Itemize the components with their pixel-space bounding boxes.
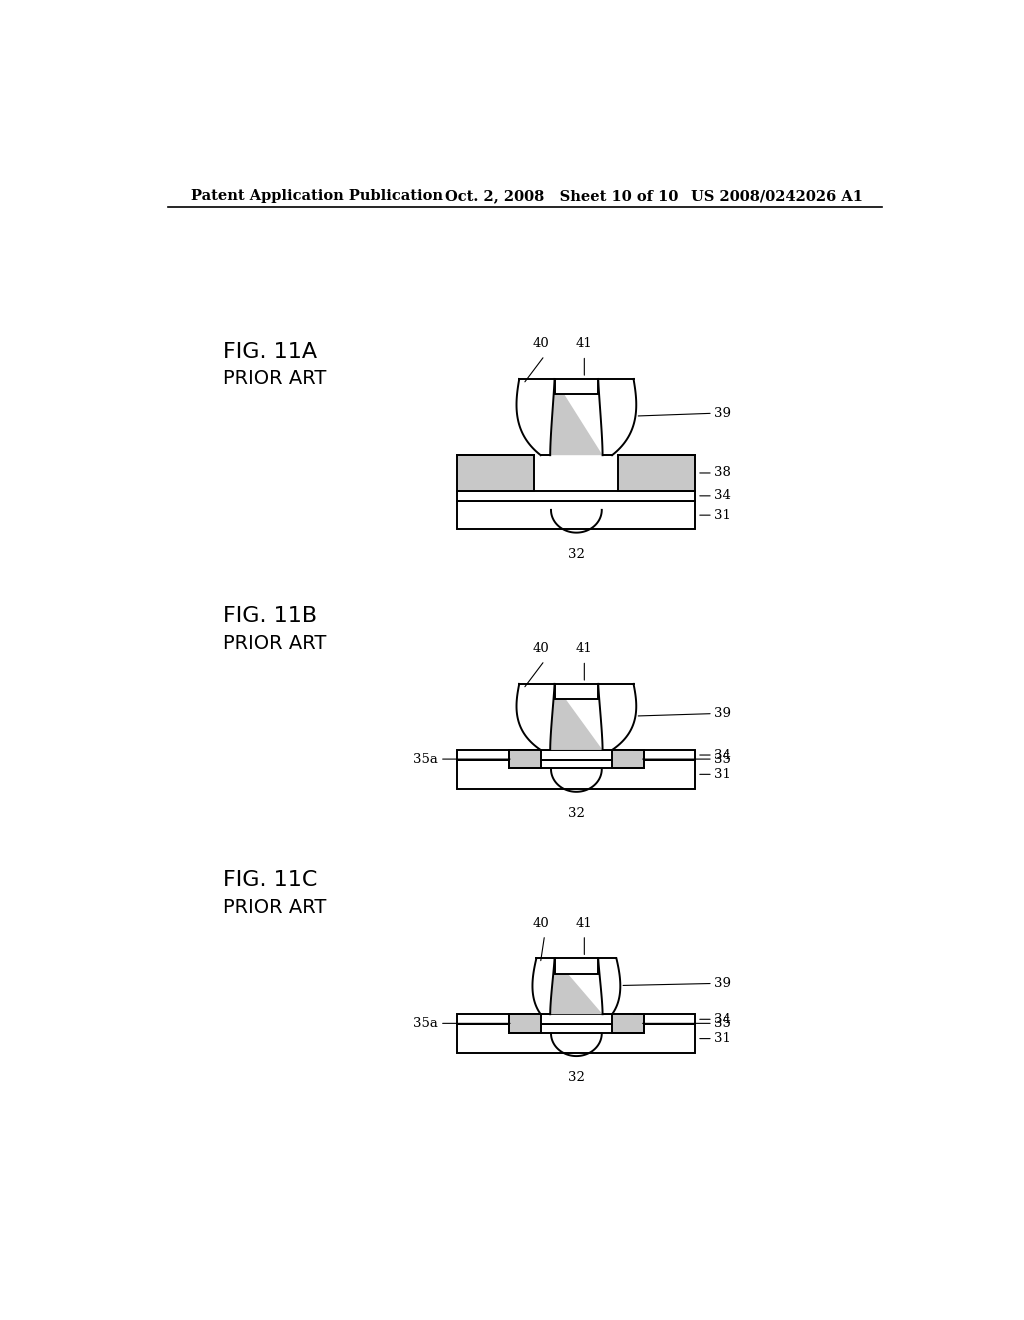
Text: 35a: 35a	[414, 1016, 438, 1030]
Polygon shape	[532, 958, 555, 1014]
Bar	[458, 1014, 695, 1024]
Bar	[458, 760, 695, 788]
Text: 32: 32	[568, 807, 585, 820]
Text: 35: 35	[715, 1016, 731, 1030]
Bar	[618, 455, 695, 491]
Text: PRIOR ART: PRIOR ART	[223, 898, 327, 917]
Bar	[555, 379, 598, 395]
Text: US 2008/0242026 A1: US 2008/0242026 A1	[691, 189, 863, 203]
Text: PRIOR ART: PRIOR ART	[223, 370, 327, 388]
Bar	[612, 750, 644, 768]
Bar	[509, 750, 541, 768]
Text: 31: 31	[715, 1032, 731, 1045]
Text: 34: 34	[715, 490, 731, 503]
Polygon shape	[598, 958, 621, 1014]
Text: 40: 40	[532, 338, 549, 351]
Bar	[612, 1014, 644, 1032]
Text: 39: 39	[715, 977, 731, 990]
Text: 31: 31	[715, 508, 731, 521]
Text: 41: 41	[575, 917, 593, 929]
Bar	[458, 491, 695, 500]
Text: 39: 39	[715, 708, 731, 721]
Text: 32: 32	[568, 548, 585, 561]
Text: 39: 39	[715, 407, 731, 420]
Text: 40: 40	[532, 917, 549, 929]
Text: FIG. 11C: FIG. 11C	[223, 870, 317, 890]
Polygon shape	[550, 958, 602, 1014]
Text: PRIOR ART: PRIOR ART	[223, 634, 327, 652]
Text: 35a: 35a	[414, 752, 438, 766]
Text: 31: 31	[715, 768, 731, 781]
Bar	[458, 500, 695, 529]
Text: 41: 41	[575, 338, 593, 351]
Bar	[555, 958, 598, 974]
Polygon shape	[598, 379, 636, 455]
Text: 34: 34	[715, 1012, 731, 1026]
Text: 35: 35	[715, 752, 731, 766]
Polygon shape	[550, 379, 602, 455]
Polygon shape	[598, 684, 636, 750]
Text: Patent Application Publication: Patent Application Publication	[191, 189, 443, 203]
Bar	[458, 750, 695, 760]
Bar	[555, 684, 598, 700]
Text: 40: 40	[532, 643, 549, 656]
Polygon shape	[516, 684, 555, 750]
Text: 38: 38	[715, 466, 731, 479]
Text: 32: 32	[568, 1071, 585, 1084]
Polygon shape	[550, 684, 602, 750]
Text: Oct. 2, 2008   Sheet 10 of 10: Oct. 2, 2008 Sheet 10 of 10	[445, 189, 679, 203]
Text: FIG. 11A: FIG. 11A	[223, 342, 317, 362]
Text: 41: 41	[575, 643, 593, 656]
Text: FIG. 11B: FIG. 11B	[223, 606, 317, 626]
Bar	[509, 1014, 541, 1032]
Text: 34: 34	[715, 748, 731, 762]
Polygon shape	[516, 379, 555, 455]
Bar	[458, 1024, 695, 1053]
Bar	[458, 455, 535, 491]
